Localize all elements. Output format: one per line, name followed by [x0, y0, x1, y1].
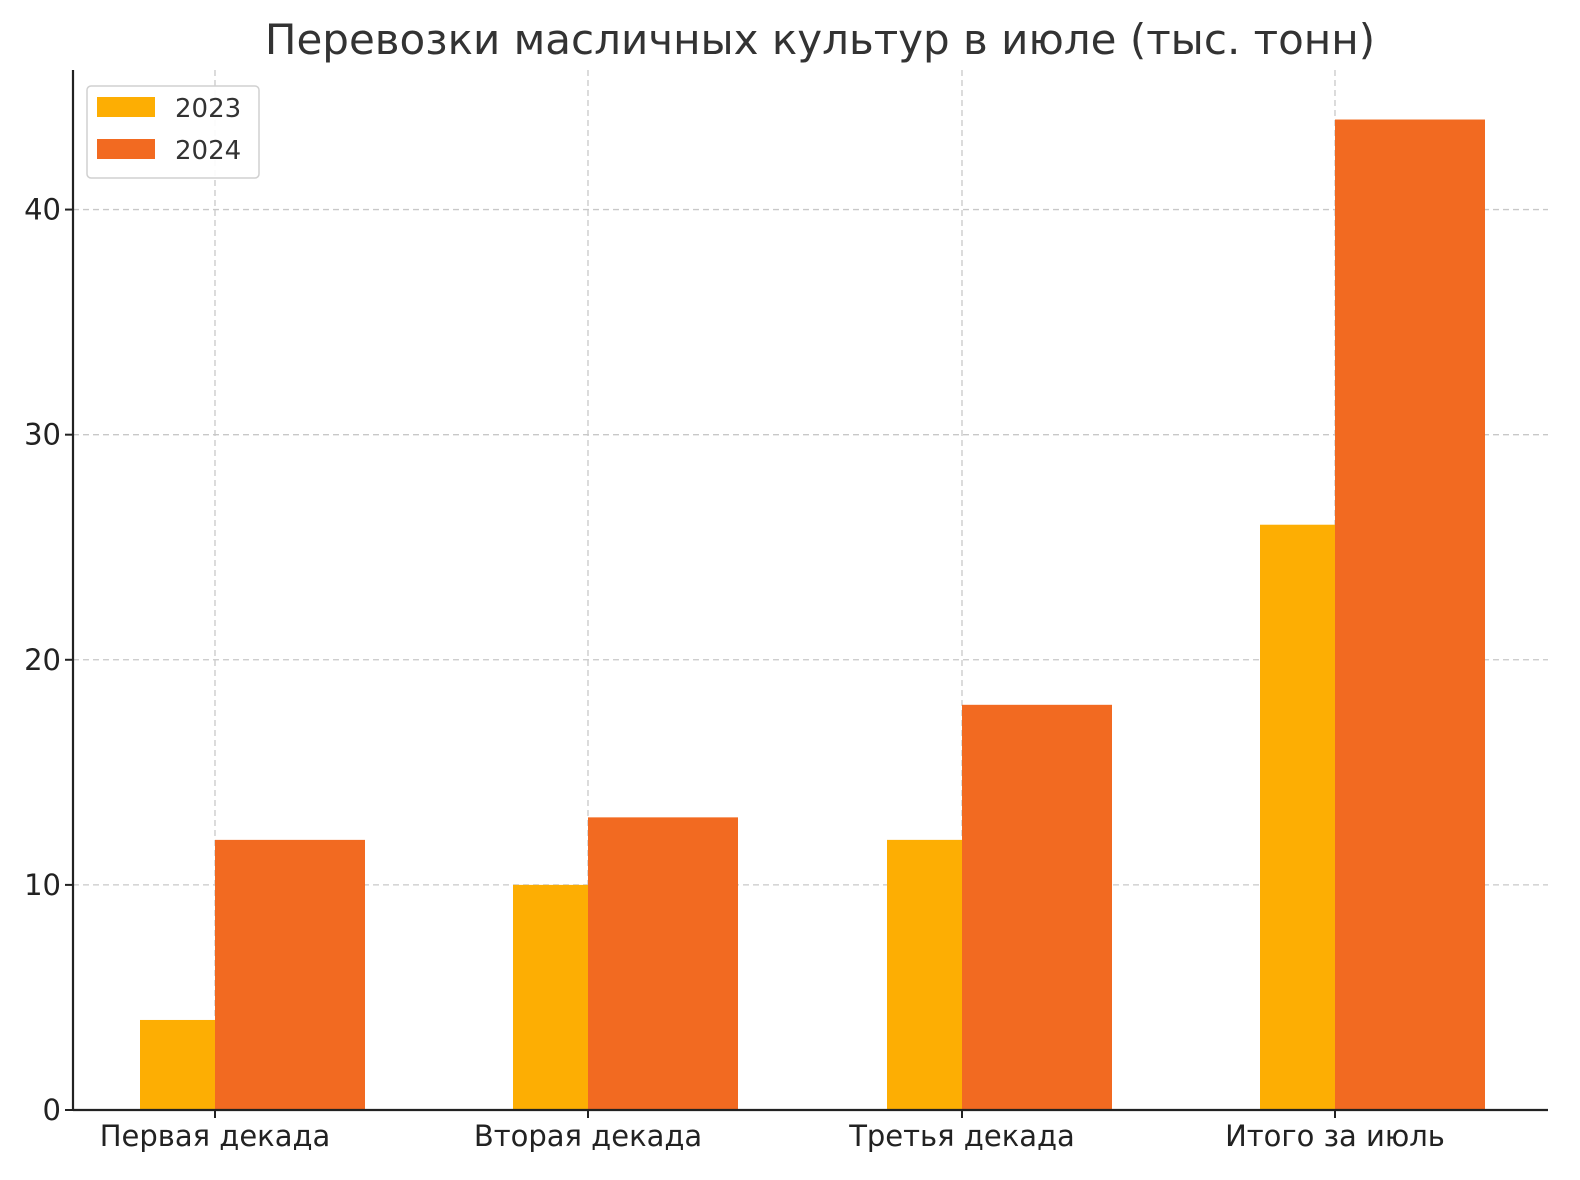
- bar-2024-2: [588, 817, 738, 1110]
- legend-swatch-2024: [97, 139, 155, 159]
- bar-layer: [140, 119, 1485, 1111]
- x-tick-label: Первая декада: [100, 1119, 331, 1153]
- y-tick-label: 0: [43, 1093, 61, 1127]
- legend-label-2023: 2023: [175, 94, 241, 124]
- y-tick-label: 10: [24, 868, 61, 902]
- legend-label-2024: 2024: [175, 136, 241, 166]
- bar-2024-1: [215, 839, 365, 1110]
- y-tick-label: 40: [24, 193, 61, 227]
- axis-layer: 0 10 20 30 40 Первая декада Вторая декада Треть…: [24, 70, 1548, 1153]
- bar-2024-4: [1335, 119, 1485, 1111]
- bar-2024-3: [962, 704, 1112, 1110]
- chart-title: Перевозки масличных культур в июле (тыс.…: [265, 15, 1375, 64]
- x-tick-label: Третья декада: [848, 1119, 1075, 1153]
- y-tick-label: 20: [24, 643, 61, 677]
- x-tick-label: Вторая декада: [474, 1119, 702, 1153]
- legend-swatch-2023: [97, 97, 155, 117]
- y-tick-label: 30: [24, 418, 61, 452]
- legend: 2023 2024: [86, 85, 260, 179]
- x-tick-label: Итого за июль: [1225, 1119, 1445, 1153]
